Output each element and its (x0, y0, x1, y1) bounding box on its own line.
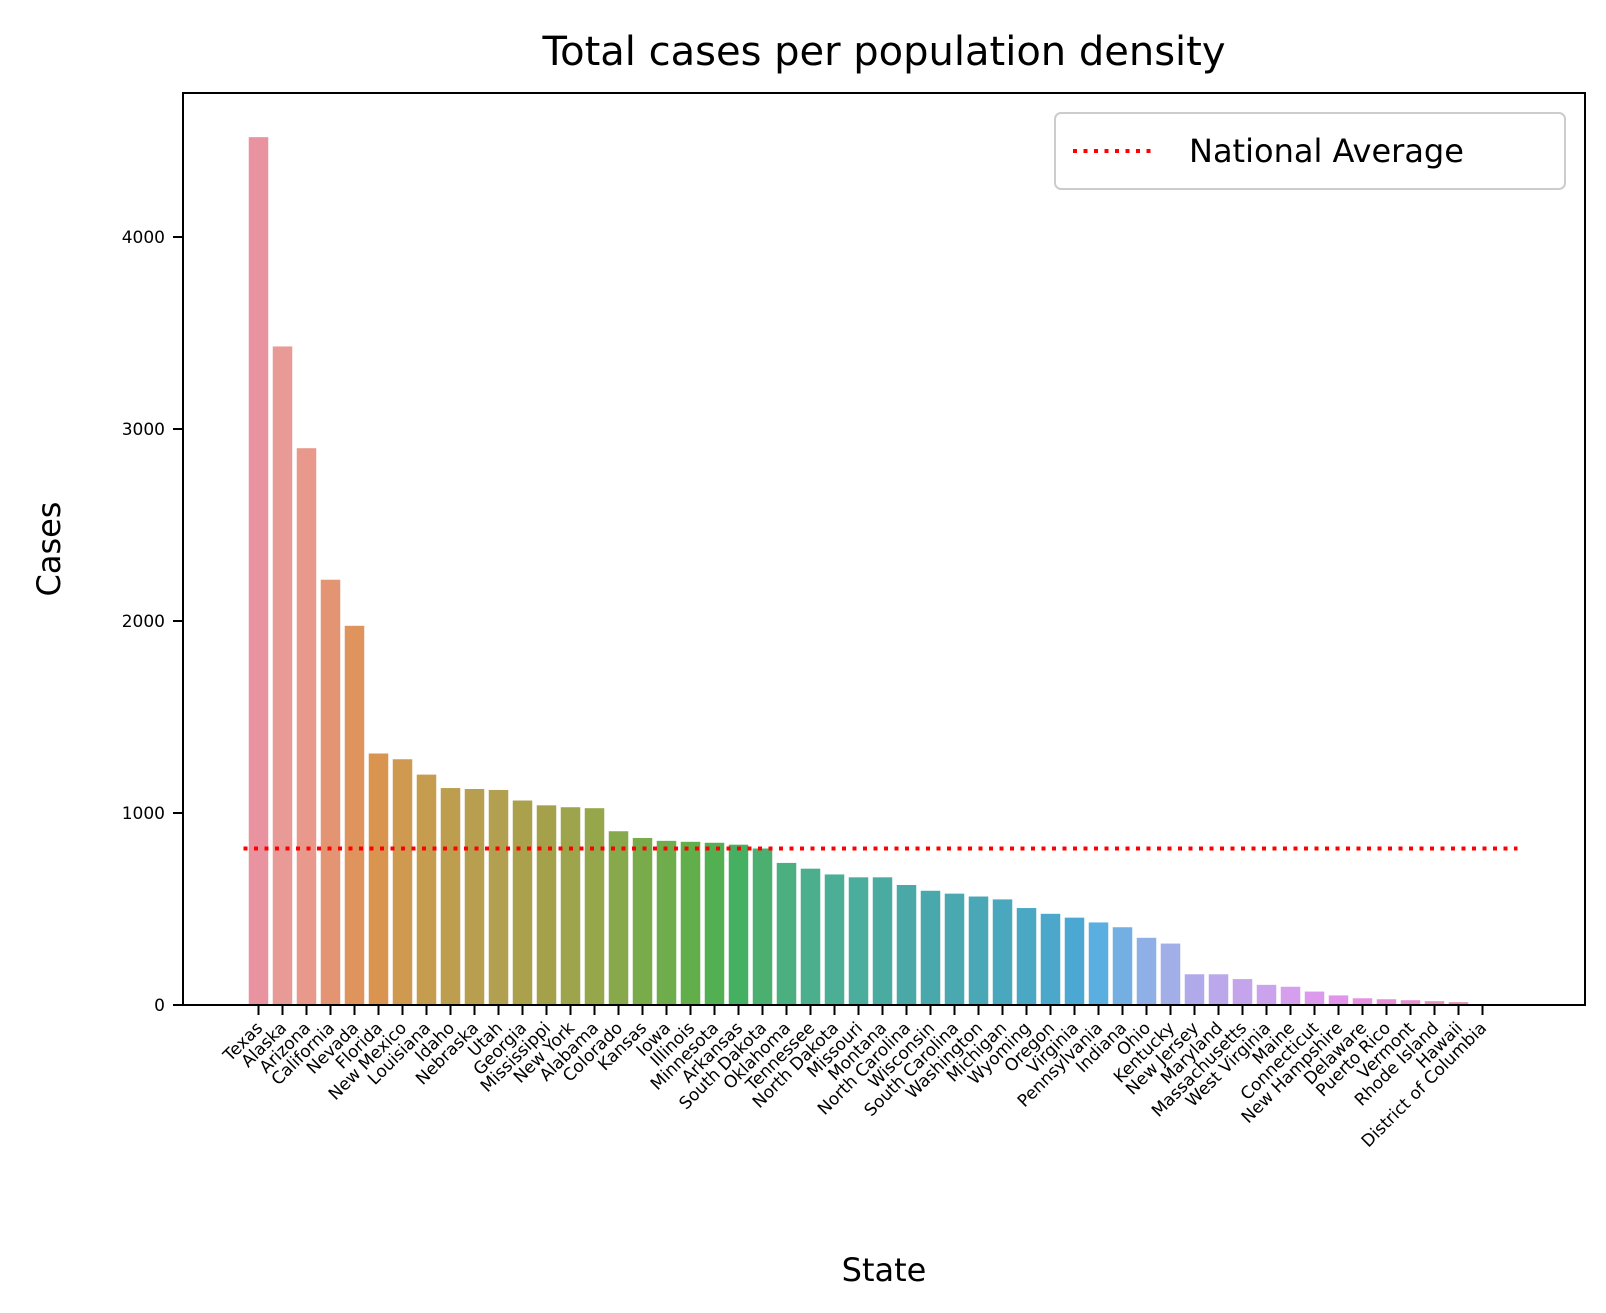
bar-utah (488, 789, 509, 1005)
bar-south-dakota (752, 848, 773, 1005)
bar-michigan (992, 899, 1013, 1005)
bar-idaho (440, 788, 461, 1005)
bar-iowa (656, 840, 677, 1005)
bar-massachusetts (1232, 979, 1253, 1005)
bar-louisiana (416, 774, 437, 1005)
chart-title: Total cases per population density (541, 29, 1225, 75)
y-tick-label-3000: 3000 (122, 420, 165, 440)
bar-maryland (1208, 974, 1229, 1005)
y-tick-label-4000: 4000 (122, 228, 165, 248)
bar-texas (248, 137, 269, 1005)
bar-new-york (560, 807, 581, 1005)
bar-arizona (296, 448, 317, 1005)
bar-vermont (1400, 1000, 1421, 1005)
bar-maine (1280, 986, 1301, 1005)
bar-ohio (1136, 937, 1157, 1005)
bar-tennessee (800, 868, 821, 1005)
axes-layer: 01000200030004000TexasAlaskaArizonaCalif… (122, 92, 1586, 1152)
legend: National Average (1054, 112, 1566, 190)
legend-label-national-average: National Average (1189, 132, 1464, 170)
bar-north-carolina (896, 885, 917, 1005)
legend-box (1054, 112, 1566, 190)
bar-delaware (1352, 998, 1373, 1005)
bar-hawaii (1448, 1002, 1469, 1005)
bar-wyoming (1016, 908, 1037, 1005)
bar-california (320, 579, 341, 1005)
bar-wisconsin (920, 890, 941, 1005)
bar-montana (872, 877, 893, 1005)
bar-rhode-island (1424, 1001, 1445, 1005)
bar-indiana (1112, 927, 1133, 1005)
bar-virginia (1064, 917, 1085, 1005)
bar-pennsylvania (1088, 922, 1109, 1005)
bar-new-mexico (392, 759, 413, 1005)
bar-florida (368, 753, 389, 1005)
bar-nevada (344, 625, 365, 1005)
y-tick-label-0: 0 (154, 996, 165, 1016)
plot-frame (182, 92, 1586, 1006)
bar-nebraska (464, 789, 485, 1005)
bar-georgia (512, 800, 533, 1005)
bar-alabama (584, 808, 605, 1005)
bar-minnesota (704, 842, 725, 1005)
bar-alaska (272, 346, 293, 1005)
x-axis-label: State (842, 1251, 927, 1289)
bar-new-jersey (1184, 974, 1205, 1005)
bar-new-hampshire (1328, 995, 1349, 1005)
bar-north-dakota (824, 874, 845, 1005)
y-tick-label-1000: 1000 (122, 804, 165, 824)
bar-connecticut (1304, 991, 1325, 1005)
bar-west-virginia (1256, 984, 1277, 1005)
bar-puerto-rico (1376, 999, 1397, 1005)
bar-washington (968, 896, 989, 1005)
bar-illinois (680, 841, 701, 1005)
bar-colorado (608, 831, 629, 1005)
bar-kentucky (1160, 943, 1181, 1005)
bar-missouri (848, 877, 869, 1005)
bar-oregon (1040, 913, 1061, 1005)
bar-oklahoma (776, 862, 797, 1005)
y-tick-label-2000: 2000 (122, 612, 165, 632)
bar-arkansas (728, 844, 749, 1005)
bar-south-carolina (944, 893, 965, 1005)
bar-kansas (632, 837, 653, 1005)
bar-mississippi (536, 805, 557, 1005)
y-axis-label: Cases (30, 502, 68, 597)
bars-layer (248, 137, 1493, 1005)
